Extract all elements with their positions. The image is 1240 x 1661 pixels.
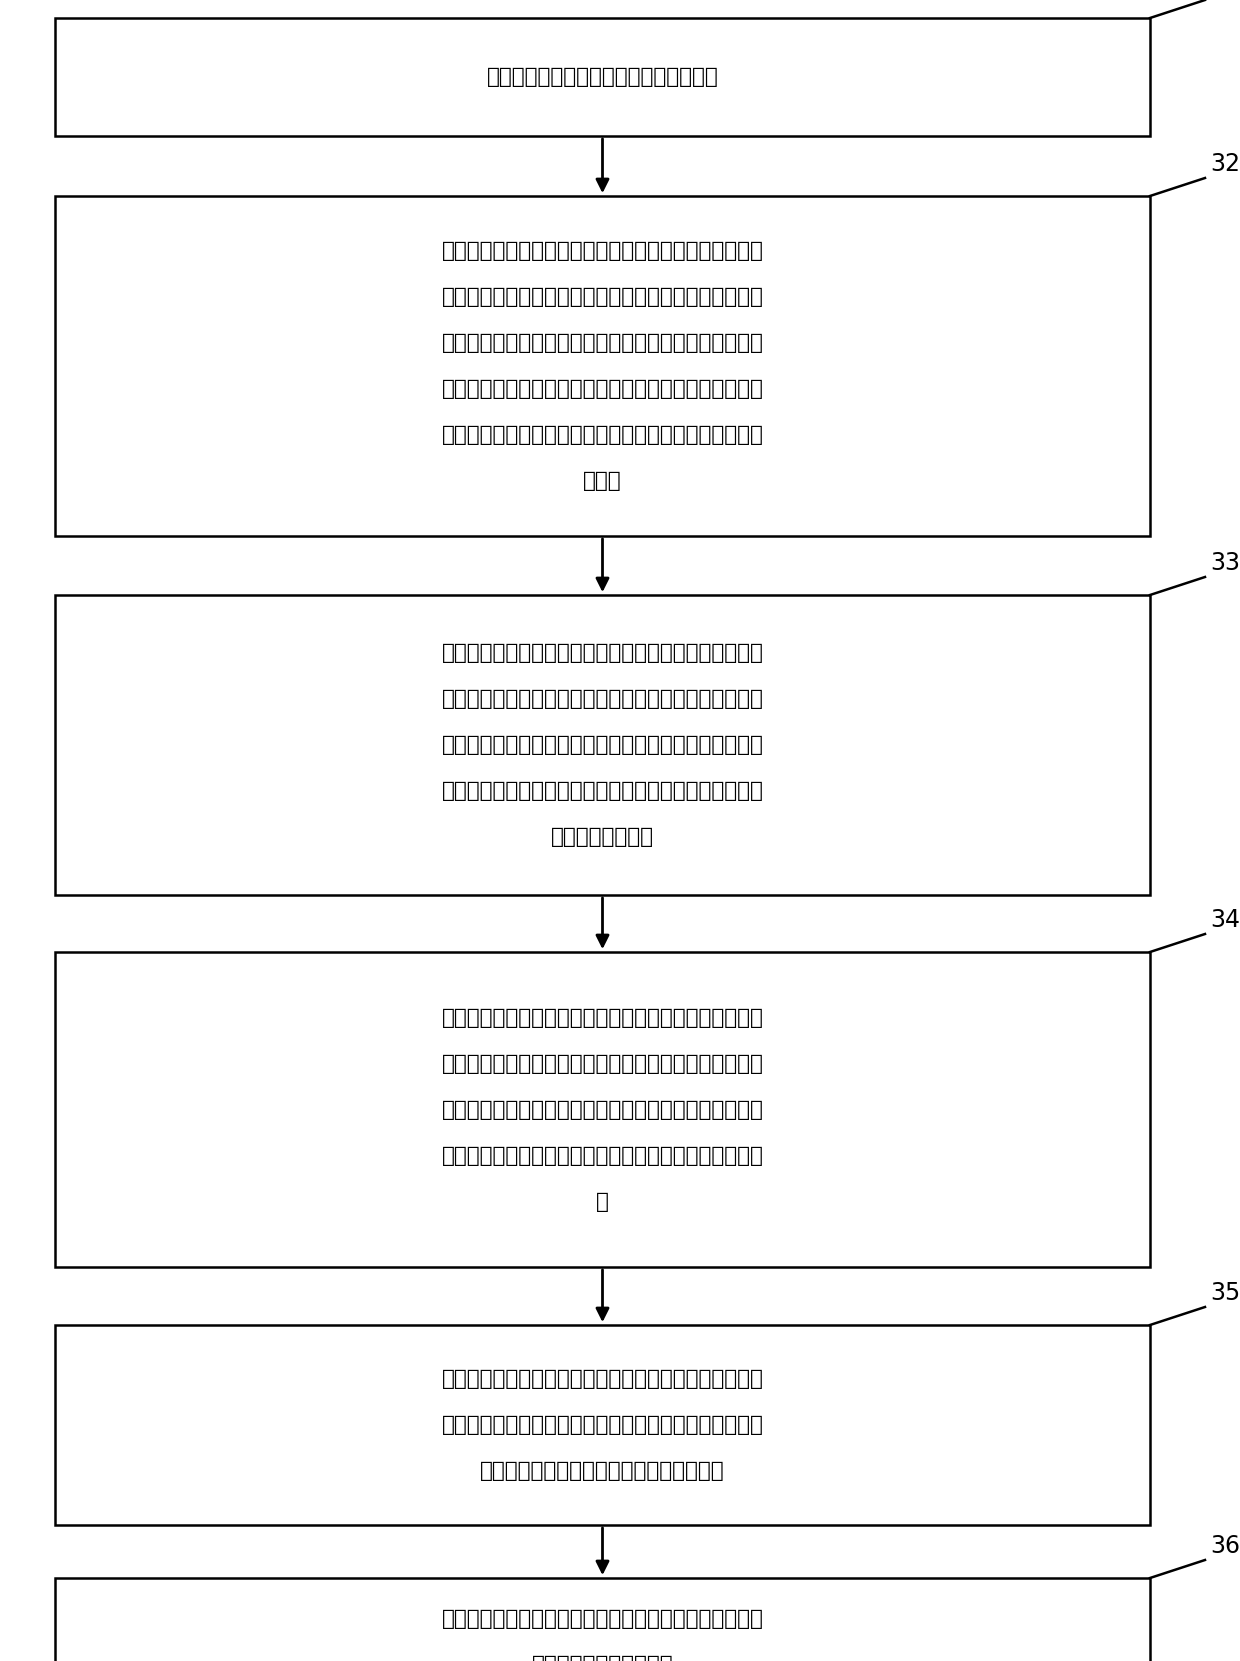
Text: 在当前群组话权状态为占用状态时，接收到集群用户终端: 在当前群组话权状态为占用状态时，接收到集群用户终端 bbox=[441, 1369, 764, 1389]
Text: 心: 心 bbox=[596, 1191, 609, 1211]
Text: 群用户终端发起的话权申请请求，确定当前群组话权状态: 群用户终端发起的话权申请请求，确定当前群组话权状态 bbox=[441, 689, 764, 709]
Text: 组锚集群控制中心: 组锚集群控制中心 bbox=[551, 827, 653, 847]
Text: 340: 340 bbox=[1210, 909, 1240, 932]
Text: 申请话权的时间戳对集群用户终端进行排队: 申请话权的时间戳对集群用户终端进行排队 bbox=[480, 1462, 725, 1482]
Text: 述集群组的其他集群控制中心发送呼叫建立请求，以请求: 述集群组的其他集群控制中心发送呼叫建立请求，以请求 bbox=[441, 332, 764, 354]
Text: 指示其他集群控制中心向下属的集群用户终端转发所述话: 指示其他集群控制中心向下属的集群用户终端转发所述话 bbox=[441, 1053, 764, 1073]
Text: 360: 360 bbox=[1210, 1535, 1240, 1558]
Bar bbox=[55, 196, 1149, 537]
Text: 接收集群调度中心发送来的集群组的信息: 接收集群调度中心发送来的集群组的信息 bbox=[486, 66, 718, 86]
Text: 权，将当前群组话权状态修改为占用状态，并记录自身为: 权，将当前群组话权状态修改为占用状态，并记录自身为 bbox=[441, 781, 764, 801]
Text: 其他集群控制中心将该呼叫建立请求发送给下属的集群用: 其他集群控制中心将该呼叫建立请求发送给下属的集群用 bbox=[441, 379, 764, 399]
Text: 队的第一个集群用户终端: 队的第一个集群用户终端 bbox=[532, 1654, 673, 1661]
Bar bbox=[55, 1325, 1149, 1525]
Text: 权通知信息，并修改当前群组话权状态为占用状态，记录: 权通知信息，并修改当前群组话权状态为占用状态，记录 bbox=[441, 1100, 764, 1120]
Text: 发送所述话权通知信息的集群控制中心为组锚集群控制中: 发送所述话权通知信息的集群控制中心为组锚集群控制中 bbox=[441, 1146, 764, 1166]
Text: 根据下属的集群用户终端发起的呼叫建立请求，确定呼叫: 根据下属的集群用户终端发起的呼叫建立请求，确定呼叫 bbox=[441, 241, 764, 261]
Text: 的话权申请请求后，根据该话权申请请求中的话权等级及: 的话权申请请求后，根据该话权申请请求中的话权等级及 bbox=[441, 1415, 764, 1435]
Text: 为空闲状态时，授予发起话权申请请求的集群用户终端话: 为空闲状态时，授予发起话权申请请求的集群用户终端话 bbox=[441, 736, 764, 756]
Text: 组呼叫: 组呼叫 bbox=[583, 472, 621, 492]
Text: 320: 320 bbox=[1210, 153, 1240, 176]
Text: 根据所述呼叫建立请求中包括的话权申请请求或下属的集: 根据所述呼叫建立请求中包括的话权申请请求或下属的集 bbox=[441, 643, 764, 663]
Text: 当接收到话权授权方的话权释放请求后，将话权授权给排: 当接收到话权授权方的话权释放请求后，将话权授权给排 bbox=[441, 1610, 764, 1629]
Text: 向所述集群组的其他集群控制中心发送话权通知信息，以: 向所述集群组的其他集群控制中心发送话权通知信息，以 bbox=[441, 1008, 764, 1028]
Text: 350: 350 bbox=[1210, 1281, 1240, 1306]
Bar bbox=[55, 595, 1149, 895]
Text: 户终端，使得其他集群控制中心的集群用户终端加入集群: 户终端，使得其他集群控制中心的集群用户终端加入集群 bbox=[441, 425, 764, 445]
Text: 未建立时建立集群组呼叫，并根据所述集群组的信息向所: 未建立时建立集群组呼叫，并根据所述集群组的信息向所 bbox=[441, 287, 764, 307]
Bar bbox=[55, 952, 1149, 1267]
Bar bbox=[55, 1578, 1149, 1661]
Text: 330: 330 bbox=[1210, 551, 1240, 575]
Bar bbox=[55, 18, 1149, 136]
